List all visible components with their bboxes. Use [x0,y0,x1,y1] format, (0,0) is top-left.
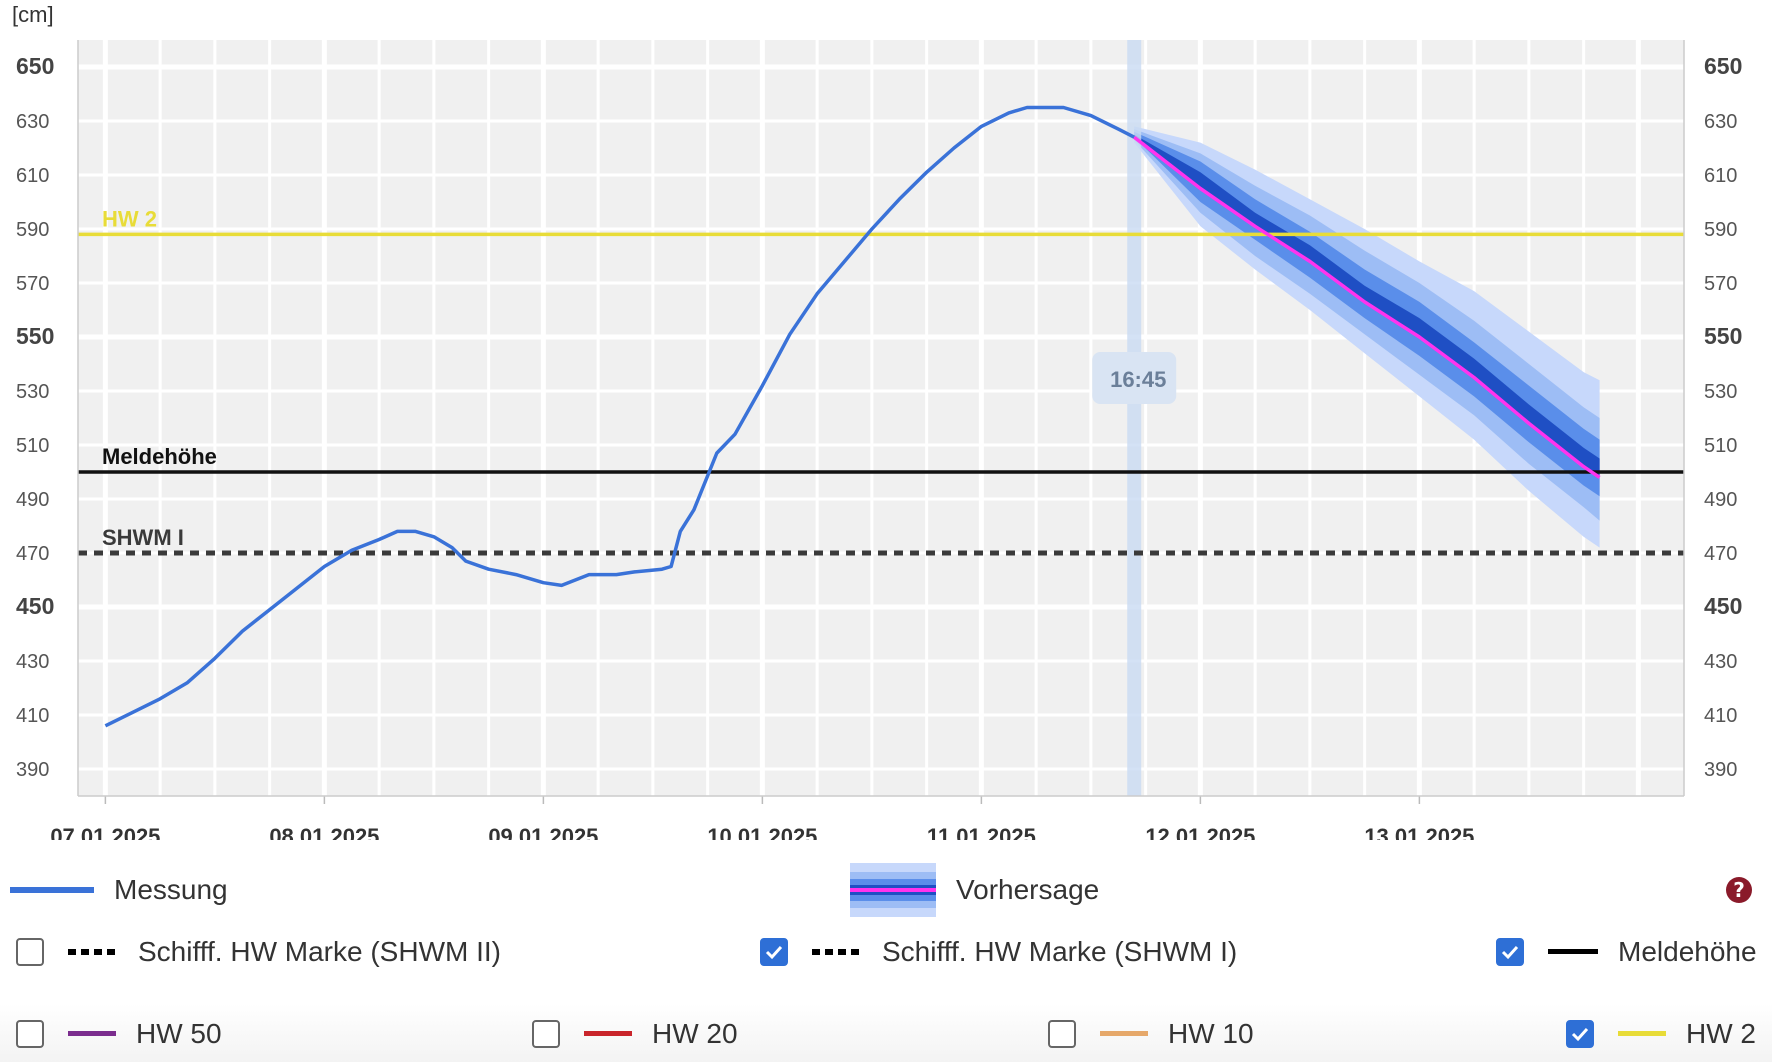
dotted-line-swatch [68,949,118,955]
y-tick-label-right: 630 [1704,111,1737,133]
plot-background [78,40,1684,796]
y-tick-label-right: 390 [1704,759,1737,781]
threshold-lines: HW 2 Meldehöhe SHWM I [78,206,1684,556]
grid [78,40,1684,796]
y-tick-label-left: 650 [16,53,54,79]
now-badge [1092,352,1177,404]
y-tick-label-right: 410 [1704,705,1737,727]
toggle-meldehoehe[interactable]: Meldehöhe [1496,922,1757,982]
y-tick-label-left: 510 [16,435,49,457]
now-marker: 16:45 [1092,40,1177,796]
toggle-hw50[interactable]: HW 50 [16,1004,222,1064]
x-tick-label: 09.01.2025 [488,824,598,840]
x-tick-label: 08.01.2025 [269,824,379,840]
y-tick-label-right: 490 [1704,489,1737,511]
now-line [1127,40,1142,796]
x-tick-label: 07.01.2025 [50,824,160,840]
threshold-label: SHWM I [102,525,184,550]
checkbox-hw20[interactable] [532,1020,560,1048]
y-tick-label-right: 450 [1704,593,1742,619]
legend-thresholds-row-2: HW 50 HW 20 HW 10 HW 2 [0,1004,1772,1062]
threshold-label: Meldehöhe [102,444,217,469]
water-level-chart: [cm] 16:45 HW 2 Meldehöhe SHWM I 390 390 410… [12,2,1742,840]
y-tick-label-right: 470 [1704,543,1737,565]
toggle-hw2[interactable]: HW 2 [1566,1004,1756,1064]
y-tick-label-left: 470 [16,543,49,565]
y-tick-label-right: 590 [1704,219,1737,241]
checkbox-shwm-i[interactable] [760,938,788,966]
hw10-line-swatch [1100,1031,1148,1036]
y-tick-label-right: 550 [1704,323,1742,349]
y-tick-label-left: 610 [16,165,49,187]
toggle-hw20[interactable]: HW 20 [532,1004,738,1064]
y-unit-label: [cm] [12,2,54,27]
checkbox-hw2[interactable] [1566,1020,1594,1048]
legend-forecast: Vorhersage [850,860,1099,920]
legend-measurement-label: Messung [114,874,228,905]
checkbox-shwm-ii[interactable] [16,938,44,966]
x-tick-label: 13.01.2025 [1364,824,1474,840]
legend-forecast-label: Vorhersage [956,874,1100,905]
checkbox-meldehoehe[interactable] [1496,938,1524,966]
y-tick-label-right: 510 [1704,435,1737,457]
now-label: 16:45 [1110,367,1166,392]
y-tick-label-left: 530 [16,381,49,403]
legend-measurement: Messung [10,860,228,920]
y-tick-label-left: 570 [16,273,49,295]
y-tick-label-left: 450 [16,593,54,619]
check-icon [765,945,783,960]
x-tick-label: 10.01.2025 [707,824,817,840]
x-tick-label: 12.01.2025 [1145,824,1255,840]
forecast-median-line [1133,135,1601,479]
question-circle-icon[interactable]: ? [1726,877,1752,903]
check-icon [1501,945,1519,960]
y-tick-label-right: 430 [1704,651,1737,673]
hw20-line-swatch [584,1031,632,1036]
forecast-band-4 [1134,134,1600,478]
toggle-hw10[interactable]: HW 10 [1048,1004,1254,1064]
forecast-band-swatch [850,863,936,917]
hw2-line-swatch [1618,1031,1666,1036]
toggle-shwm-i[interactable]: Schifff. HW Marke (SHWM I) [760,922,1237,982]
measurement-line-swatch [10,887,94,893]
y-tick-label-left: 630 [16,111,49,133]
checkbox-hw10[interactable] [1048,1020,1076,1048]
solid-line-swatch [1548,949,1598,954]
y-tick-label-right: 530 [1704,381,1737,403]
y-tick-label-right: 610 [1704,165,1737,187]
toggle-shwm-ii[interactable]: Schifff. HW Marke (SHWM II) [16,922,501,982]
y-tick-label-left: 490 [16,489,49,511]
legend-meldehoehe-label: Meldehöhe [1618,936,1757,967]
y-tick-label-left: 410 [16,705,49,727]
y-tick-label-left: 430 [16,651,49,673]
measurement-line [104,105,1135,728]
legend-hw20-label: HW 20 [652,1018,738,1049]
axes: 390 390 410 410 430 430 450 450 470 470 490 490 510 5… [16,40,1742,840]
legend-series-row: Messung Vorhersage ? [0,860,1772,920]
legend-hw10-label: HW 10 [1168,1018,1254,1049]
series [104,105,1601,728]
x-tick-label: 11.01.2025 [927,824,1036,840]
dotted-line-swatch [812,949,862,955]
legend-shwm-ii-label: Schifff. HW Marke (SHWM II) [138,936,501,967]
hw50-line-swatch [68,1031,116,1036]
legend-hw2-label: HW 2 [1686,1018,1756,1049]
y-tick-label-left: 590 [16,219,49,241]
checkbox-hw50[interactable] [16,1020,44,1048]
legend-hw50-label: HW 50 [136,1018,222,1049]
legend-shwm-i-label: Schifff. HW Marke (SHWM I) [882,936,1238,967]
y-tick-label-right: 650 [1704,53,1742,79]
y-tick-label-left: 550 [16,323,54,349]
legend-thresholds-row-1: Schifff. HW Marke (SHWM II) Schifff. HW … [0,922,1772,982]
check-icon [1571,1027,1589,1042]
y-tick-label-left: 390 [16,759,49,781]
y-tick-label-right: 570 [1704,273,1737,295]
threshold-label: HW 2 [102,206,157,231]
